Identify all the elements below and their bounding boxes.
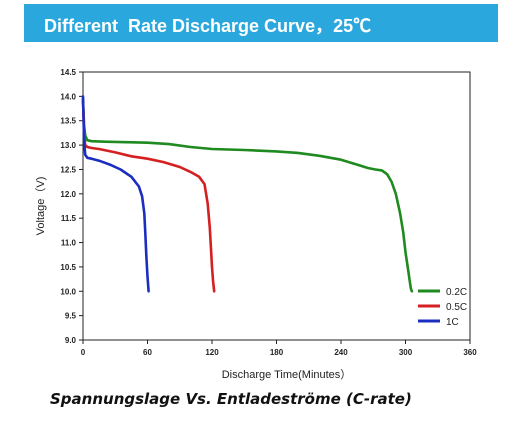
x-tick-label: 300 — [399, 348, 413, 357]
y-tick-label: 13.0 — [60, 141, 76, 150]
y-tick-label: 11.5 — [61, 214, 77, 223]
x-axis-label: Discharge Time(Minutes） — [222, 368, 352, 381]
series-line-1C — [81, 95, 150, 293]
chart-caption: Spannungslage Vs. Entladeströme (C-rate) — [50, 390, 412, 408]
x-tick-label: 0 — [81, 348, 86, 357]
chart-title: Different Rate Discharge Curve，25℃ — [44, 16, 372, 36]
y-axis-label: Voltage（V) — [34, 177, 47, 236]
y-tick-label: 9.0 — [65, 336, 77, 345]
y-tick-label: 10.0 — [60, 287, 76, 296]
series-line-0.5C — [81, 97, 216, 293]
legend-label-0.5C: 0.5C — [446, 302, 467, 313]
y-tick-label: 9.5 — [65, 312, 77, 321]
series-line-0.2C — [81, 99, 414, 293]
x-tick-label: 120 — [205, 348, 219, 357]
y-tick-label: 14.5 — [60, 68, 76, 77]
x-tick-label: 180 — [270, 348, 284, 357]
y-tick-label: 12.5 — [60, 165, 76, 174]
y-tick-label: 11.0 — [61, 239, 77, 248]
legend-label-1C: 1C — [446, 317, 459, 328]
y-tick-label: 13.5 — [60, 117, 76, 126]
legend-label-0.2C: 0.2C — [446, 287, 467, 298]
y-tick-label: 14.0 — [60, 92, 76, 101]
plot-frame — [82, 71, 471, 341]
title-banner: Different Rate Discharge Curve，25℃ — [24, 4, 498, 42]
y-tick-label: 10.5 — [60, 263, 76, 272]
x-tick-label: 60 — [143, 348, 152, 357]
x-tick-label: 360 — [463, 348, 477, 357]
y-tick-label: 12.0 — [60, 190, 76, 199]
x-tick-label: 240 — [334, 348, 348, 357]
